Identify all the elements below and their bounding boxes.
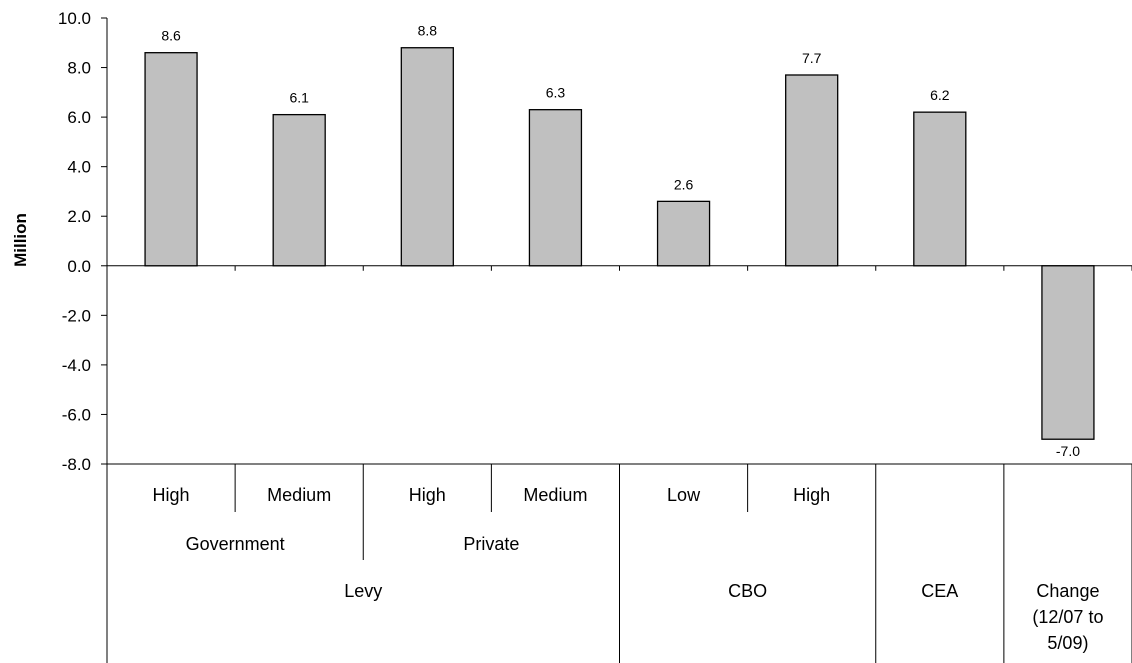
category-label: High: [793, 485, 830, 505]
y-tick-label: 2.0: [67, 207, 91, 226]
y-tick-label: -2.0: [62, 306, 91, 325]
data-label: 6.1: [289, 90, 309, 106]
bar: [528, 109, 583, 267]
category-axis: High Medium High Medium Low High Government Pri…: [106, 463, 1132, 663]
bar: [656, 200, 711, 267]
group-label-level2: CEA: [921, 581, 958, 601]
y-axis: -8.0 -6.0 -4.0 -2.0 0.0 2.0 4.0 6.0 8.0 10.0: [58, 9, 108, 474]
data-label: 8.6: [161, 28, 181, 44]
bar: [272, 113, 326, 267]
group-label-level2: Change: [1036, 581, 1099, 601]
group-label-level2: 5/09): [1047, 633, 1088, 653]
data-label: 6.2: [930, 87, 950, 103]
category-label: Medium: [267, 485, 331, 505]
data-label: 8.8: [418, 23, 438, 39]
bars: [106, 47, 1132, 440]
data-labels: 8.6 6.1 8.8 6.3 2.6 7.7 6.2 -7.0: [161, 23, 1080, 459]
bar: [400, 47, 454, 267]
category-label: Low: [667, 485, 701, 505]
group-label-level2: (12/07 to: [1032, 607, 1103, 627]
y-tick-label: -8.0: [62, 455, 91, 474]
category-label: High: [153, 485, 190, 505]
y-tick-label: 10.0: [58, 9, 91, 28]
bar: [144, 52, 198, 267]
data-label: 2.6: [674, 176, 694, 192]
y-tick-label: 8.0: [67, 59, 91, 78]
category-label: High: [409, 485, 446, 505]
bar: [1041, 265, 1095, 440]
y-tick-label: 0.0: [67, 257, 91, 276]
y-tick-label: -4.0: [62, 356, 91, 375]
bar: [785, 74, 839, 267]
category-label: Medium: [523, 485, 587, 505]
y-tick-label: 4.0: [67, 158, 91, 177]
y-tick-label: -6.0: [62, 405, 91, 424]
data-label: -7.0: [1056, 443, 1080, 459]
y-axis-title: Million: [11, 213, 30, 267]
group-label-level1: Private: [463, 534, 519, 554]
bar: [913, 111, 967, 267]
group-label-level1: Government: [186, 534, 285, 554]
data-label: 6.3: [546, 85, 566, 101]
y-tick-label: 6.0: [67, 108, 91, 127]
group-label-level2: Levy: [344, 581, 382, 601]
group-label-level2: CBO: [728, 581, 767, 601]
data-label: 7.7: [802, 50, 822, 66]
